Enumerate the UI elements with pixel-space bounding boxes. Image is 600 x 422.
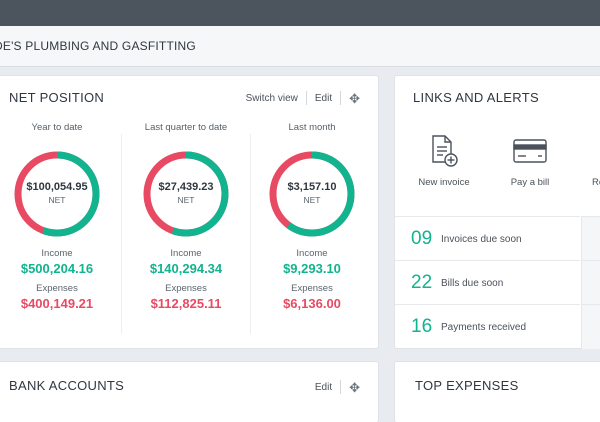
net-column-year-to-date: Year to date $100,054.95 NET Income $500… bbox=[0, 122, 121, 311]
top-expenses-panel: TOP EXPENSES bbox=[395, 362, 600, 422]
expenses-value: $112,825.11 bbox=[150, 296, 222, 311]
income-ring bbox=[14, 151, 100, 237]
company-header: DE'S PLUMBING AND GASFITTING bbox=[0, 26, 600, 67]
expenses-label: Expenses bbox=[36, 283, 78, 294]
quick-link-label: Re bbox=[592, 177, 600, 188]
expenses-value: $400,149.21 bbox=[20, 296, 94, 311]
pay-a-bill-link[interactable]: Pay a bill bbox=[498, 134, 562, 188]
net-label: NET bbox=[303, 195, 321, 205]
bank-accounts-title: BANK ACCOUNTS bbox=[9, 378, 125, 393]
column-divider bbox=[121, 134, 122, 334]
links-alerts-title: LINKS AND ALERTS bbox=[413, 90, 539, 105]
net-label: NET bbox=[48, 195, 66, 205]
alert-count: 22 bbox=[411, 272, 433, 293]
expenses-label: Expenses bbox=[291, 283, 333, 294]
alert-count: 16 bbox=[411, 316, 433, 337]
top-expenses-title: TOP EXPENSES bbox=[415, 378, 519, 393]
alert-label: Payments received bbox=[441, 321, 527, 333]
income-label: Income bbox=[296, 248, 328, 259]
top-navigation-bar bbox=[0, 0, 600, 26]
income-label: Income bbox=[170, 248, 202, 259]
net-column-last-month: Last month $3,157.10 NET Income $9,293.1… bbox=[248, 122, 376, 311]
quick-link-label: Pay a bill bbox=[510, 177, 550, 188]
alert-side-cell bbox=[581, 216, 600, 261]
column-divider bbox=[250, 134, 251, 334]
net-donut-chart: $3,157.10 NET bbox=[268, 150, 356, 238]
move-icon[interactable]: ✥ bbox=[349, 90, 360, 106]
alert-label: Invoices due soon bbox=[441, 233, 522, 245]
net-label: NET bbox=[177, 195, 195, 205]
divider bbox=[305, 91, 307, 105]
expenses-value: $6,136.00 bbox=[283, 296, 341, 311]
credit-card-icon bbox=[498, 134, 562, 168]
alert-payments-received[interactable]: 16 Payments received bbox=[395, 304, 580, 349]
new-invoice-icon bbox=[412, 134, 476, 168]
income-ring bbox=[269, 151, 355, 237]
income-value: $500,204.16 bbox=[20, 261, 94, 276]
switch-view-link[interactable]: Switch view bbox=[245, 92, 298, 104]
links-and-alerts-panel: LINKS AND ALERTS New invoice bbox=[395, 76, 600, 349]
company-name: DE'S PLUMBING AND GASFITTING bbox=[0, 39, 196, 53]
net-amount: $3,157.10 bbox=[287, 181, 337, 193]
alert-bills-due[interactable]: 22 Bills due soon bbox=[395, 260, 580, 305]
income-value: $9,293.10 bbox=[283, 261, 341, 276]
quick-link-label: New invoice bbox=[418, 177, 470, 188]
net-amount: $27,439.23 bbox=[158, 181, 214, 193]
net-donut-chart: $27,439.23 NET bbox=[142, 150, 230, 238]
move-icon[interactable]: ✥ bbox=[349, 379, 360, 395]
period-label: Year to date bbox=[31, 122, 83, 133]
period-label: Last quarter to date bbox=[144, 122, 228, 133]
receive-money-link[interactable]: Re bbox=[576, 134, 600, 188]
net-amount: $100,054.95 bbox=[26, 181, 88, 193]
net-donut-chart: $100,054.95 NET bbox=[13, 150, 101, 238]
bank-accounts-panel: BANK ACCOUNTS Edit ✥ bbox=[0, 362, 378, 422]
income-ring bbox=[143, 151, 229, 237]
bank-accounts-toolbar: Edit ✥ bbox=[315, 380, 360, 394]
net-position-title: NET POSITION bbox=[9, 90, 105, 105]
edit-link[interactable]: Edit bbox=[314, 92, 333, 104]
divider bbox=[340, 91, 342, 105]
alert-side-cell bbox=[581, 260, 600, 305]
alert-invoices-due[interactable]: 09 Invoices due soon bbox=[395, 216, 580, 261]
divider bbox=[340, 380, 342, 394]
alert-count: 09 bbox=[411, 228, 433, 249]
net-position-toolbar: Switch view Edit ✥ bbox=[246, 91, 360, 105]
expenses-label: Expenses bbox=[165, 283, 207, 294]
new-invoice-link[interactable]: New invoice bbox=[412, 134, 476, 188]
net-column-last-quarter: Last quarter to date $27,439.23 NET Inco… bbox=[122, 122, 250, 311]
alert-side-cell bbox=[581, 304, 600, 349]
alert-label: Bills due soon bbox=[441, 277, 504, 289]
income-label: Income bbox=[41, 248, 73, 259]
period-label: Last month bbox=[288, 122, 336, 133]
net-position-panel: NET POSITION Switch view Edit ✥ Year to … bbox=[0, 76, 378, 348]
income-value: $140,294.34 bbox=[149, 261, 223, 276]
receive-money-icon bbox=[576, 134, 600, 168]
edit-link[interactable]: Edit bbox=[314, 381, 333, 393]
